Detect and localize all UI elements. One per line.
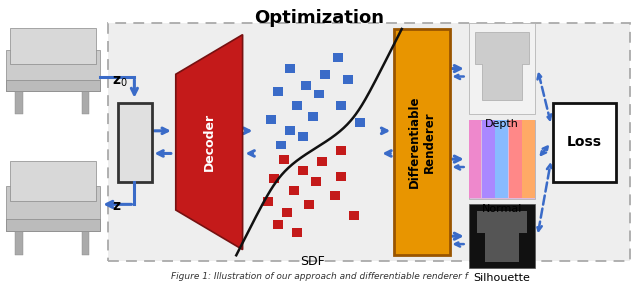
FancyBboxPatch shape bbox=[343, 76, 353, 84]
Polygon shape bbox=[477, 211, 528, 262]
FancyBboxPatch shape bbox=[553, 102, 616, 182]
FancyBboxPatch shape bbox=[119, 102, 152, 182]
Text: Decoder: Decoder bbox=[203, 113, 216, 171]
FancyBboxPatch shape bbox=[468, 23, 535, 114]
FancyBboxPatch shape bbox=[10, 161, 96, 201]
FancyBboxPatch shape bbox=[10, 28, 96, 64]
Text: Differentiable
Renderer: Differentiable Renderer bbox=[408, 96, 436, 188]
FancyBboxPatch shape bbox=[298, 166, 308, 175]
FancyBboxPatch shape bbox=[482, 120, 495, 198]
FancyBboxPatch shape bbox=[308, 112, 318, 121]
Text: Loss: Loss bbox=[567, 135, 602, 149]
FancyBboxPatch shape bbox=[394, 29, 450, 255]
FancyBboxPatch shape bbox=[301, 81, 311, 90]
FancyBboxPatch shape bbox=[336, 172, 346, 180]
FancyBboxPatch shape bbox=[285, 64, 295, 73]
FancyBboxPatch shape bbox=[333, 53, 343, 62]
FancyBboxPatch shape bbox=[311, 177, 321, 186]
Text: Optimization: Optimization bbox=[254, 9, 384, 27]
FancyBboxPatch shape bbox=[522, 120, 535, 198]
Text: $\mathbf{z}$: $\mathbf{z}$ bbox=[112, 199, 121, 213]
FancyBboxPatch shape bbox=[355, 118, 366, 127]
FancyBboxPatch shape bbox=[269, 174, 279, 183]
FancyBboxPatch shape bbox=[314, 90, 324, 98]
FancyBboxPatch shape bbox=[304, 200, 315, 209]
FancyBboxPatch shape bbox=[292, 228, 302, 237]
FancyBboxPatch shape bbox=[336, 146, 346, 155]
Text: $\mathbf{z}_0$: $\mathbf{z}_0$ bbox=[112, 74, 128, 88]
FancyBboxPatch shape bbox=[288, 186, 299, 195]
FancyBboxPatch shape bbox=[292, 101, 302, 110]
FancyBboxPatch shape bbox=[6, 186, 100, 231]
FancyBboxPatch shape bbox=[298, 132, 308, 141]
FancyBboxPatch shape bbox=[15, 229, 23, 255]
Polygon shape bbox=[175, 35, 242, 250]
FancyBboxPatch shape bbox=[336, 101, 346, 110]
FancyBboxPatch shape bbox=[263, 197, 273, 206]
FancyBboxPatch shape bbox=[82, 229, 89, 255]
Text: Depth: Depth bbox=[485, 119, 519, 129]
Text: SDF: SDF bbox=[300, 255, 325, 268]
FancyBboxPatch shape bbox=[282, 208, 292, 217]
FancyBboxPatch shape bbox=[6, 51, 100, 91]
FancyBboxPatch shape bbox=[320, 70, 330, 79]
FancyBboxPatch shape bbox=[330, 191, 340, 200]
FancyBboxPatch shape bbox=[276, 140, 286, 149]
FancyBboxPatch shape bbox=[349, 211, 359, 220]
FancyBboxPatch shape bbox=[82, 90, 89, 114]
FancyBboxPatch shape bbox=[468, 120, 482, 198]
FancyBboxPatch shape bbox=[508, 120, 522, 198]
FancyBboxPatch shape bbox=[272, 87, 283, 96]
Text: Silhouette: Silhouette bbox=[473, 273, 530, 283]
Polygon shape bbox=[475, 32, 529, 100]
FancyBboxPatch shape bbox=[285, 126, 295, 135]
FancyBboxPatch shape bbox=[272, 220, 283, 229]
FancyBboxPatch shape bbox=[15, 90, 23, 114]
FancyBboxPatch shape bbox=[266, 115, 276, 124]
Text: Figure 1: Illustration of our approach and differentiable renderer f: Figure 1: Illustration of our approach a… bbox=[170, 272, 468, 281]
FancyBboxPatch shape bbox=[279, 155, 289, 164]
Text: Normal: Normal bbox=[482, 204, 523, 214]
FancyBboxPatch shape bbox=[6, 80, 100, 91]
FancyBboxPatch shape bbox=[108, 23, 630, 261]
FancyBboxPatch shape bbox=[495, 120, 508, 198]
FancyBboxPatch shape bbox=[6, 219, 100, 231]
FancyBboxPatch shape bbox=[317, 158, 327, 166]
FancyBboxPatch shape bbox=[468, 120, 535, 199]
FancyBboxPatch shape bbox=[468, 204, 535, 268]
